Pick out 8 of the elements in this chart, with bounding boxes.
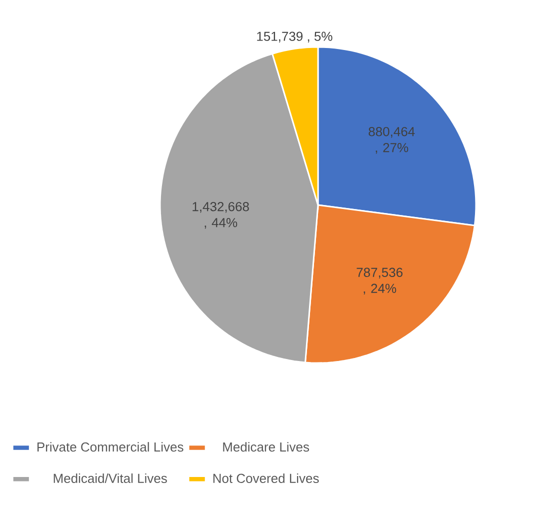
data-label: 1,432,668 , 44% xyxy=(192,202,249,229)
data-label: 787,536 , 24% xyxy=(356,268,403,295)
legend-label: Medicaid/Vital Lives xyxy=(54,473,167,483)
data-label: 151,739 , 5% xyxy=(257,32,332,42)
legend-label: Private Commercial Lives xyxy=(37,442,184,452)
data-label: 880,464 , 27% xyxy=(368,126,415,154)
legend-label: Not Covered Lives xyxy=(213,473,319,483)
legend-label: Medicare Lives xyxy=(223,442,310,452)
